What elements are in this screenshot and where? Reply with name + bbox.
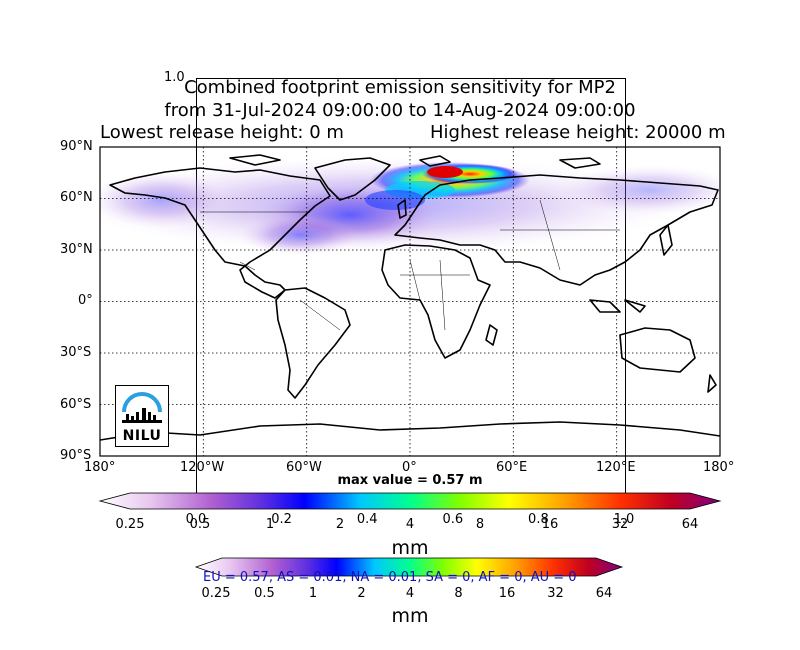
lon-label: 60°E <box>496 460 528 475</box>
colorbar-main-tick: 1 <box>265 517 275 532</box>
ghost-axis-top-label: 1.0 <box>164 70 185 85</box>
max-value-label: max value = 0.57 m <box>337 473 483 488</box>
colorbar-main-tick: 16 <box>541 517 559 532</box>
colorbar-second-tick: 32 <box>547 586 564 601</box>
colorbar-main-tick: 2 <box>335 517 345 532</box>
ghost-axis-tick: 0.4 <box>356 512 378 527</box>
colorbar-main-tick: 64 <box>681 517 699 532</box>
colorbar-second-tick: 1 <box>308 586 318 601</box>
colorbar-second-tick: 0.25 <box>201 586 231 601</box>
lat-label: 30°N <box>60 242 93 257</box>
footprint-field <box>100 157 720 255</box>
colorbar-second-tick: 0.5 <box>254 586 275 601</box>
title-line-2: from 31-Jul-2024 09:00:00 to 14-Aug-2024… <box>164 100 636 121</box>
colorbar-second-tick: 2 <box>357 586 366 601</box>
colorbar-second-tick: 4 <box>405 586 415 601</box>
colorbar-main-bar <box>98 492 722 510</box>
colorbar-second-bar <box>194 557 624 577</box>
lon-label: 0° <box>402 460 417 475</box>
title-line-3-left: Lowest release height: 0 m <box>100 122 344 143</box>
lon-label: 60°W <box>286 460 322 475</box>
region-values-overlay: EU = 0.57, AS = 0.01, NA = 0.01, SA = 0,… <box>203 570 577 585</box>
lon-label: 180° <box>84 460 116 475</box>
lat-label: 0° <box>78 293 93 308</box>
colorbar-main-tick: 32 <box>611 517 629 532</box>
lat-label: 60°S <box>60 397 92 412</box>
lon-label: 120°E <box>596 460 636 475</box>
colorbar-main-tick: 0.5 <box>189 517 211 532</box>
colorbar-second-tick: 8 <box>454 586 463 601</box>
colorbar-second-tick: 16 <box>498 586 516 601</box>
colorbar-main-tick: 4 <box>405 517 415 532</box>
colorbar-second-tick: 64 <box>595 586 613 601</box>
lat-label: 30°S <box>60 345 92 360</box>
lat-label: 60°N <box>60 190 93 205</box>
ghost-axis-tick: 0.6 <box>442 512 464 527</box>
ghost-axes-frame <box>196 78 626 499</box>
title-line-3-right: Highest release height: 20000 m <box>430 122 726 143</box>
coastlines <box>100 154 720 441</box>
nilu-logo-text: NILU <box>122 428 162 444</box>
lat-label: 90°S <box>60 448 92 463</box>
graticule <box>100 147 720 456</box>
colorbar-main-tick: 8 <box>475 517 485 532</box>
nilu-logo: NILU <box>115 385 169 447</box>
lon-label: 120°W <box>180 460 225 475</box>
colorbar-main-tick: 0.25 <box>115 517 145 532</box>
ghost-axis-tick: 0.2 <box>271 512 292 527</box>
ghost-axis-tick: 1.0 <box>613 512 635 527</box>
lat-label: 90°N <box>60 139 93 154</box>
map-frame <box>99 146 721 457</box>
title-line-1: Combined footprint emission sensitivity … <box>184 77 616 98</box>
colorbar-main-unit: mm <box>391 537 429 559</box>
ghost-axis-tick: 0.0 <box>185 512 207 527</box>
lon-label: 180° <box>703 460 735 475</box>
colorbar-second-unit: mm <box>391 605 429 627</box>
ghost-axis-tick: 0.8 <box>528 512 549 527</box>
